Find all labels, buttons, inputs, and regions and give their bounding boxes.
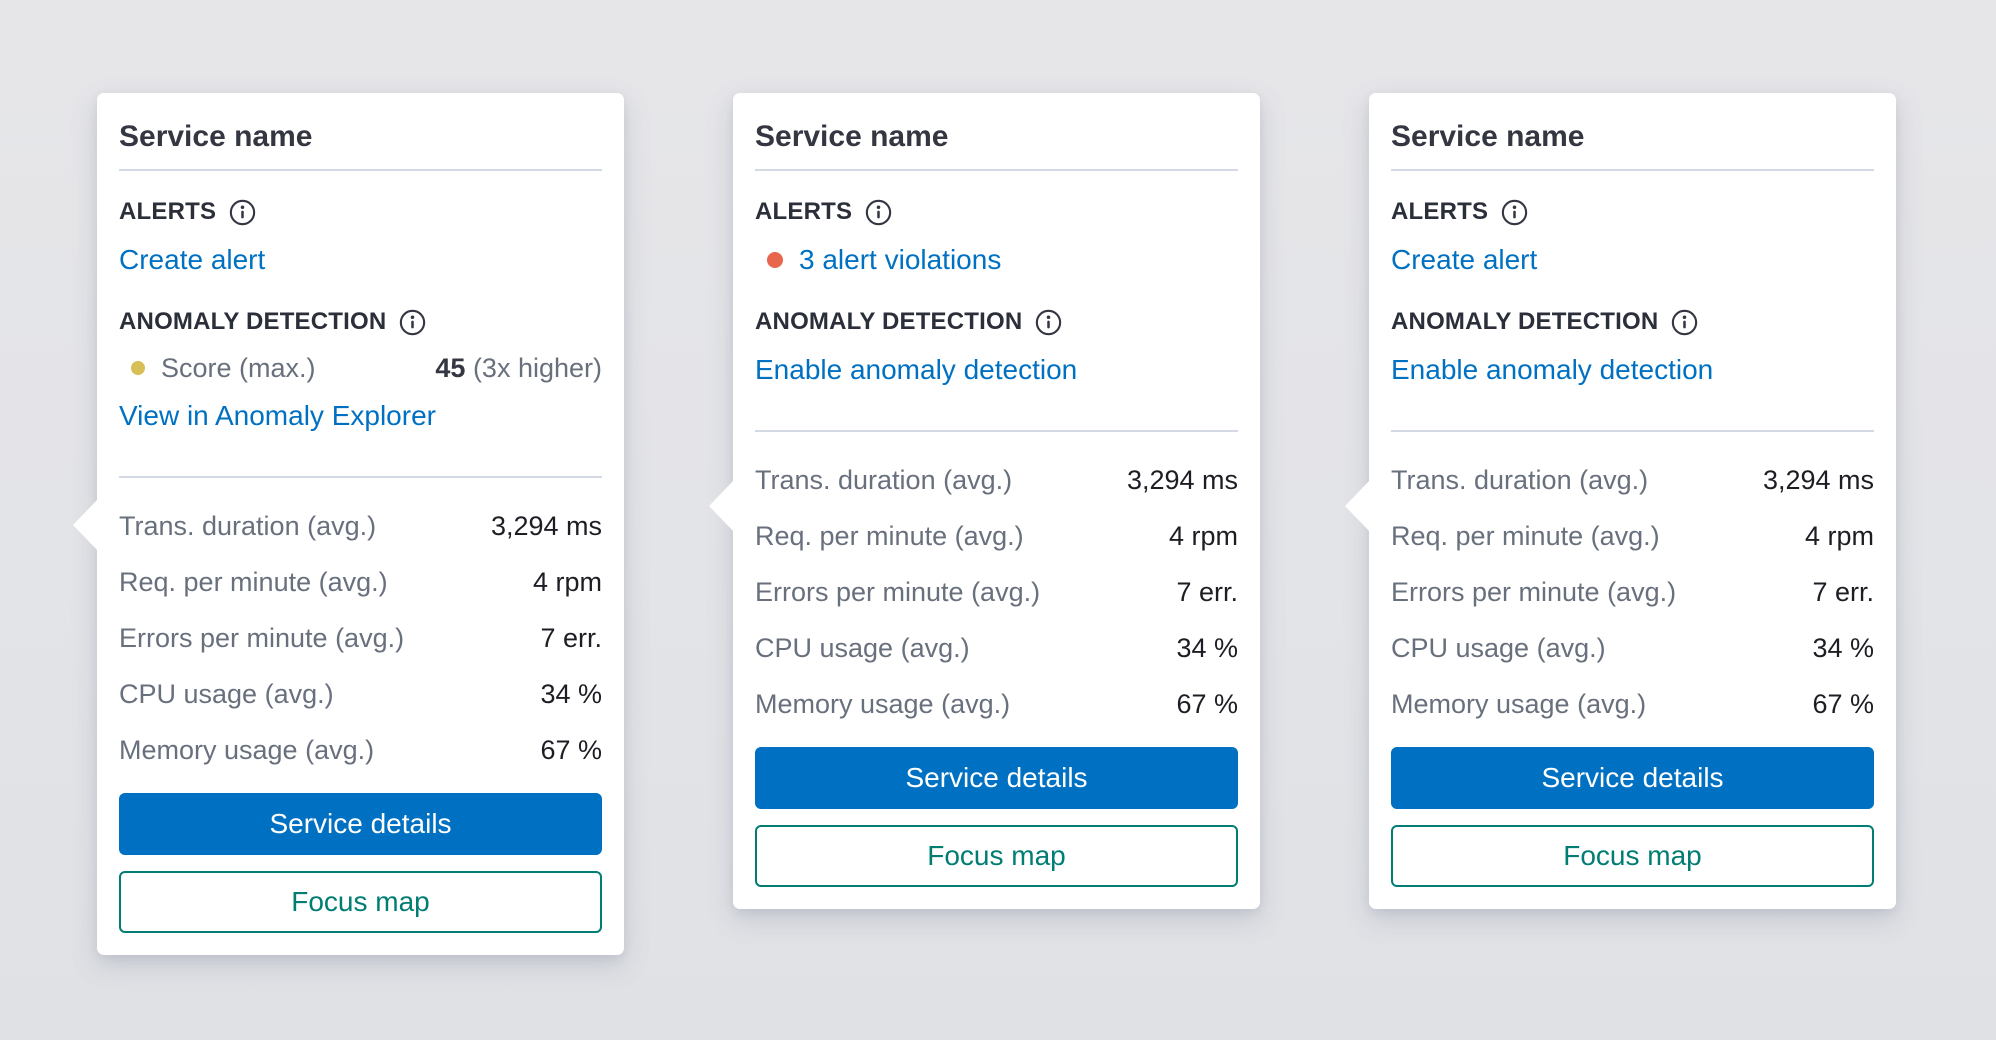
service-name-title: Service name xyxy=(119,120,313,153)
anomaly-score-value: 45 xyxy=(435,353,466,383)
metric-row-transaction-duration: Trans. duration (avg.) 3,294 ms xyxy=(1391,465,1874,495)
create-alert-link[interactable]: Create alert xyxy=(119,244,266,275)
metric-row-errors-per-minute: Errors per minute (avg.) 7 err. xyxy=(119,623,602,653)
metric-row-memory-usage: Memory usage (avg.) 67 % xyxy=(755,689,1238,719)
service-name-title: Service name xyxy=(755,120,949,153)
metrics-list: Trans. duration (avg.) 3,294 ms Req. per… xyxy=(755,463,1238,721)
service-details-button[interactable]: Service details xyxy=(1391,747,1874,809)
metrics-list: Trans. duration (avg.) 3,294 ms Req. per… xyxy=(1391,463,1874,721)
divider xyxy=(755,169,1238,171)
info-icon[interactable] xyxy=(865,199,892,226)
anomaly-score-suffix: (3x higher) xyxy=(465,353,602,383)
metric-row-cpu-usage: CPU usage (avg.) 34 % xyxy=(755,633,1238,663)
service-popover-card-3: Service name ALERTS Create alert ANOMALY… xyxy=(1345,93,1896,909)
enable-anomaly-detection-link[interactable]: Enable anomaly detection xyxy=(755,354,1078,385)
alerts-section-label: ALERTS xyxy=(1391,197,1874,227)
service-popover-card-2: Service name ALERTS 3 alert violations A… xyxy=(709,93,1260,909)
alert-violation-dot-icon xyxy=(767,252,783,268)
focus-map-button[interactable]: Focus map xyxy=(1391,825,1874,887)
info-icon[interactable] xyxy=(1035,309,1062,336)
metric-row-errors-per-minute: Errors per minute (avg.) 7 err. xyxy=(755,577,1238,607)
focus-map-button[interactable]: Focus map xyxy=(119,871,602,933)
divider xyxy=(119,476,602,478)
anomaly-detection-section-label: ANOMALY DETECTION xyxy=(755,307,1238,337)
metric-row-cpu-usage: CPU usage (avg.) 34 % xyxy=(1391,633,1874,663)
anomaly-score-row: Score (max.) 45 (3x higher) xyxy=(119,351,602,385)
metric-row-transaction-duration: Trans. duration (avg.) 3,294 ms xyxy=(755,465,1238,495)
service-details-button[interactable]: Service details xyxy=(119,793,602,855)
popover-left-arrow xyxy=(1345,480,1370,532)
create-alert-link[interactable]: Create alert xyxy=(1391,244,1538,275)
view-anomaly-explorer-link[interactable]: View in Anomaly Explorer xyxy=(119,400,436,431)
divider xyxy=(1391,430,1874,432)
focus-map-button[interactable]: Focus map xyxy=(755,825,1238,887)
metric-row-requests-per-minute: Req. per minute (avg.) 4 rpm xyxy=(755,521,1238,551)
anomaly-score-value-group: 45 (3x higher) xyxy=(435,351,602,385)
divider xyxy=(1391,169,1874,171)
anomaly-severity-dot-icon xyxy=(131,361,145,375)
alert-violations-row: 3 alert violations xyxy=(755,243,1238,277)
anomaly-detection-section-label: ANOMALY DETECTION xyxy=(1391,307,1874,337)
metric-row-transaction-duration: Trans. duration (avg.) 3,294 ms xyxy=(119,511,602,541)
popover-left-arrow xyxy=(709,480,734,532)
service-popover-cards-row: Service name ALERTS Create alert ANOMALY… xyxy=(73,93,1896,955)
info-icon[interactable] xyxy=(1501,199,1528,226)
alert-violations-link[interactable]: 3 alert violations xyxy=(799,244,1002,275)
metric-row-memory-usage: Memory usage (avg.) 67 % xyxy=(1391,689,1874,719)
divider xyxy=(755,430,1238,432)
alerts-section-label: ALERTS xyxy=(119,197,602,227)
anomaly-score-label: Score (max.) xyxy=(161,353,316,383)
metric-row-errors-per-minute: Errors per minute (avg.) 7 err. xyxy=(1391,577,1874,607)
metric-row-requests-per-minute: Req. per minute (avg.) 4 rpm xyxy=(119,567,602,597)
alerts-section-label: ALERTS xyxy=(755,197,1238,227)
metric-row-requests-per-minute: Req. per minute (avg.) 4 rpm xyxy=(1391,521,1874,551)
metric-row-cpu-usage: CPU usage (avg.) 34 % xyxy=(119,679,602,709)
popover-left-arrow xyxy=(73,499,98,551)
service-details-button[interactable]: Service details xyxy=(755,747,1238,809)
info-icon[interactable] xyxy=(1671,309,1698,336)
info-icon[interactable] xyxy=(229,199,256,226)
divider xyxy=(119,169,602,171)
enable-anomaly-detection-link[interactable]: Enable anomaly detection xyxy=(1391,354,1714,385)
service-name-title: Service name xyxy=(1391,120,1585,153)
metric-row-memory-usage: Memory usage (avg.) 67 % xyxy=(119,735,602,765)
service-popover-card-1: Service name ALERTS Create alert ANOMALY… xyxy=(73,93,624,955)
info-icon[interactable] xyxy=(399,309,426,336)
metrics-list: Trans. duration (avg.) 3,294 ms Req. per… xyxy=(119,509,602,767)
anomaly-detection-section-label: ANOMALY DETECTION xyxy=(119,307,602,337)
